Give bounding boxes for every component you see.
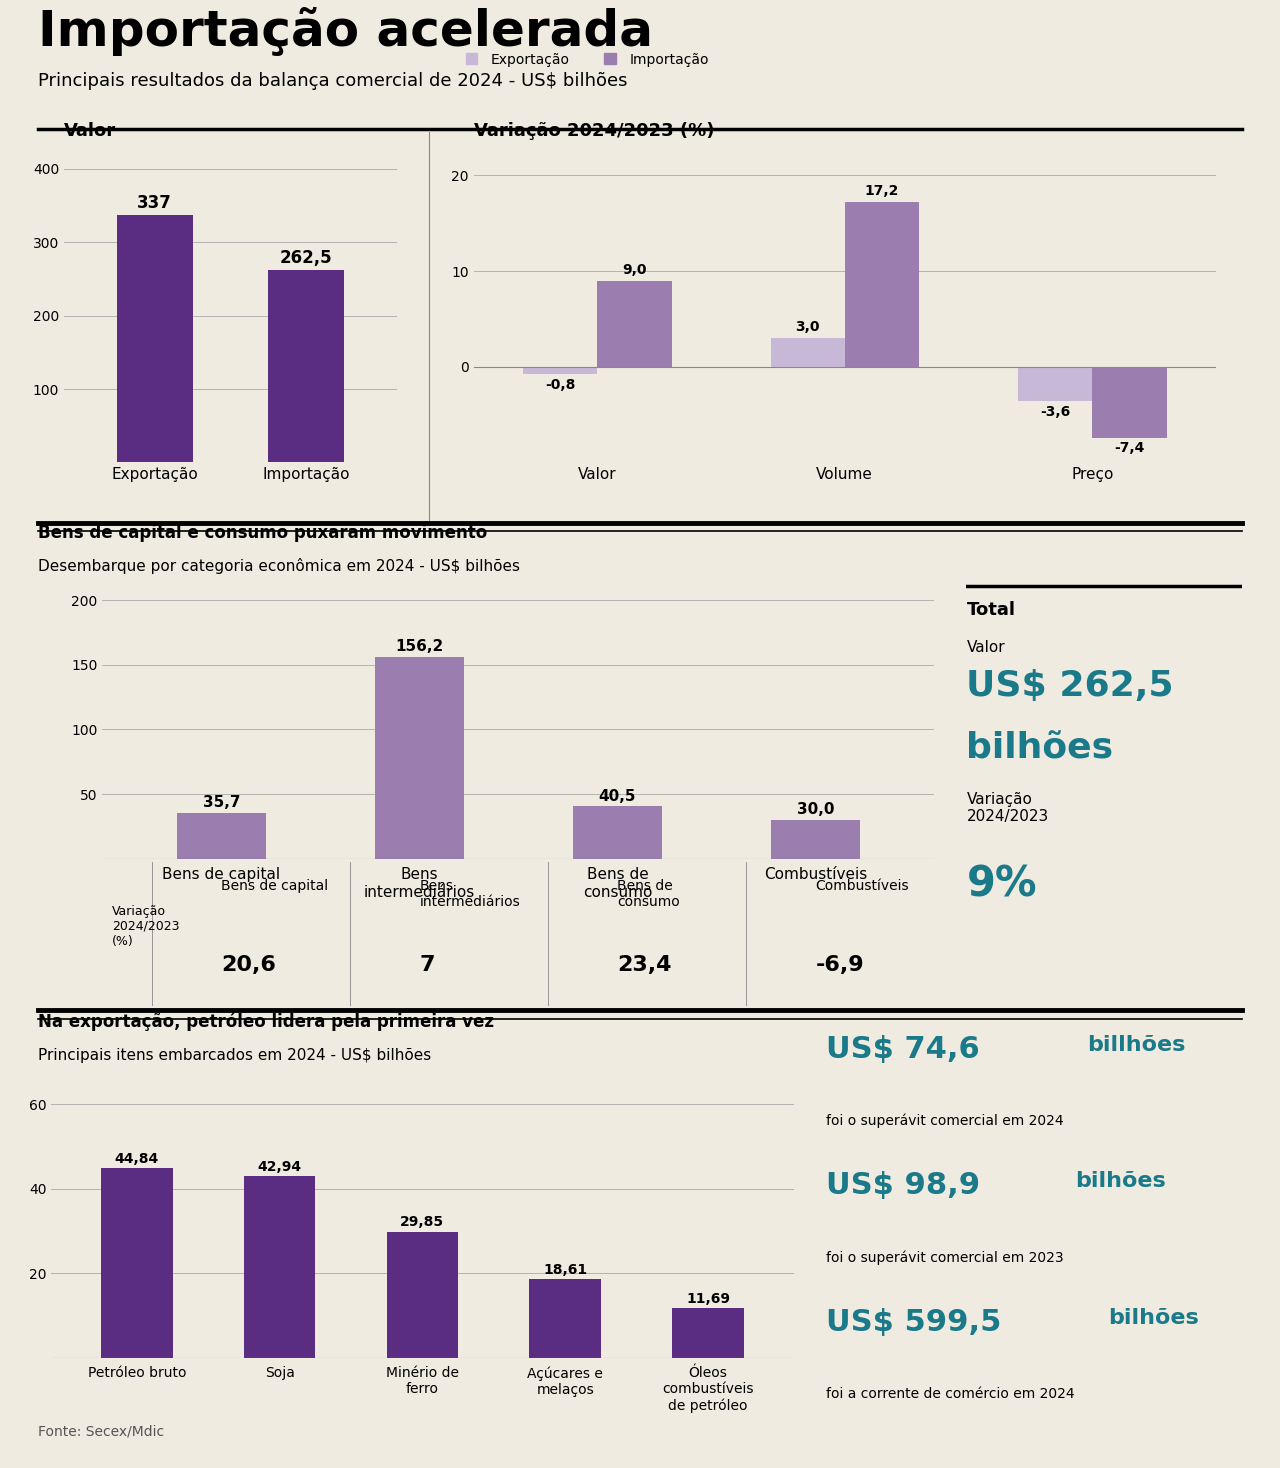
Text: -3,6: -3,6 xyxy=(1041,405,1070,418)
Text: bilhões: bilhões xyxy=(966,731,1114,766)
Bar xyxy=(1092,367,1166,437)
Text: Variação
2024/2023: Variação 2024/2023 xyxy=(966,791,1048,824)
Text: 20,6: 20,6 xyxy=(221,956,276,975)
Text: billhões: billhões xyxy=(1088,1035,1185,1055)
Bar xyxy=(177,813,266,859)
Text: 29,85: 29,85 xyxy=(401,1216,444,1229)
Text: Desembarque por categoria econômica em 2024 - US$ bilhões: Desembarque por categoria econômica em 2… xyxy=(38,558,521,574)
Text: Variação 2024/2023 (%): Variação 2024/2023 (%) xyxy=(474,122,714,139)
Bar xyxy=(598,280,672,367)
Bar xyxy=(269,270,344,462)
Text: 18,61: 18,61 xyxy=(543,1262,588,1277)
Text: 3,0: 3,0 xyxy=(795,320,820,335)
Text: 11,69: 11,69 xyxy=(686,1292,730,1307)
Text: Bens de capital e consumo puxaram movimento: Bens de capital e consumo puxaram movime… xyxy=(38,524,488,542)
Text: -6,9: -6,9 xyxy=(815,956,864,975)
Text: 7: 7 xyxy=(420,956,435,975)
Text: 156,2: 156,2 xyxy=(396,639,443,655)
Bar xyxy=(387,1232,458,1358)
Text: 9,0: 9,0 xyxy=(622,263,646,277)
Legend: Exportação, Importação: Exportação, Importação xyxy=(466,53,709,66)
Bar xyxy=(672,1308,744,1358)
Text: Principais resultados da balança comercial de 2024 - US$ bilhões: Principais resultados da balança comerci… xyxy=(38,72,628,90)
Bar xyxy=(771,821,860,859)
Text: 40,5: 40,5 xyxy=(599,788,636,804)
Bar xyxy=(101,1169,173,1358)
Bar xyxy=(845,203,919,367)
Text: bilhões: bilhões xyxy=(1075,1171,1166,1192)
Text: -7,4: -7,4 xyxy=(1114,442,1144,455)
Text: Bens de capital: Bens de capital xyxy=(221,879,329,893)
Text: 337: 337 xyxy=(137,194,173,211)
Bar xyxy=(530,1279,600,1358)
Text: Fonte: Secex/Mdic: Fonte: Secex/Mdic xyxy=(38,1424,165,1439)
Text: 42,94: 42,94 xyxy=(257,1160,302,1174)
Text: Bens
intermediários: Bens intermediários xyxy=(420,879,520,909)
Bar xyxy=(244,1176,315,1358)
Text: 9%: 9% xyxy=(966,863,1037,906)
Text: Principais itens embarcados em 2024 - US$ bilhões: Principais itens embarcados em 2024 - US… xyxy=(38,1048,431,1063)
Text: 30,0: 30,0 xyxy=(796,803,835,818)
Text: Variação
2024/2023
(%): Variação 2024/2023 (%) xyxy=(113,904,179,948)
Text: US$ 74,6: US$ 74,6 xyxy=(826,1035,979,1064)
Bar xyxy=(771,338,845,367)
Text: Total: Total xyxy=(966,602,1015,619)
Text: 44,84: 44,84 xyxy=(115,1152,159,1166)
Text: foi o superávit comercial em 2023: foi o superávit comercial em 2023 xyxy=(826,1251,1064,1265)
Text: US$ 599,5: US$ 599,5 xyxy=(826,1308,1001,1337)
Text: Importação acelerada: Importação acelerada xyxy=(38,7,653,56)
Bar xyxy=(375,656,463,859)
Bar xyxy=(1018,367,1092,401)
Text: 35,7: 35,7 xyxy=(202,796,241,810)
Text: -0,8: -0,8 xyxy=(545,379,576,392)
Text: US$ 262,5: US$ 262,5 xyxy=(966,669,1174,703)
Bar xyxy=(524,367,598,374)
Bar xyxy=(573,806,662,859)
Text: US$ 98,9: US$ 98,9 xyxy=(826,1171,979,1201)
Text: Na exportação, petróleo lidera pela primeira vez: Na exportação, petróleo lidera pela prim… xyxy=(38,1013,494,1032)
Text: 262,5: 262,5 xyxy=(280,248,333,267)
Text: bilhões: bilhões xyxy=(1108,1308,1199,1329)
Text: foi o superávit comercial em 2024: foi o superávit comercial em 2024 xyxy=(826,1114,1064,1129)
Text: foi a corrente de comércio em 2024: foi a corrente de comércio em 2024 xyxy=(826,1387,1074,1402)
Text: 23,4: 23,4 xyxy=(617,956,672,975)
Bar xyxy=(116,214,192,462)
Text: Valor: Valor xyxy=(64,122,116,139)
Text: Bens de
consumo: Bens de consumo xyxy=(617,879,680,909)
Text: Combustíveis: Combustíveis xyxy=(815,879,909,893)
Text: 17,2: 17,2 xyxy=(865,185,899,198)
Text: Valor: Valor xyxy=(966,640,1005,655)
